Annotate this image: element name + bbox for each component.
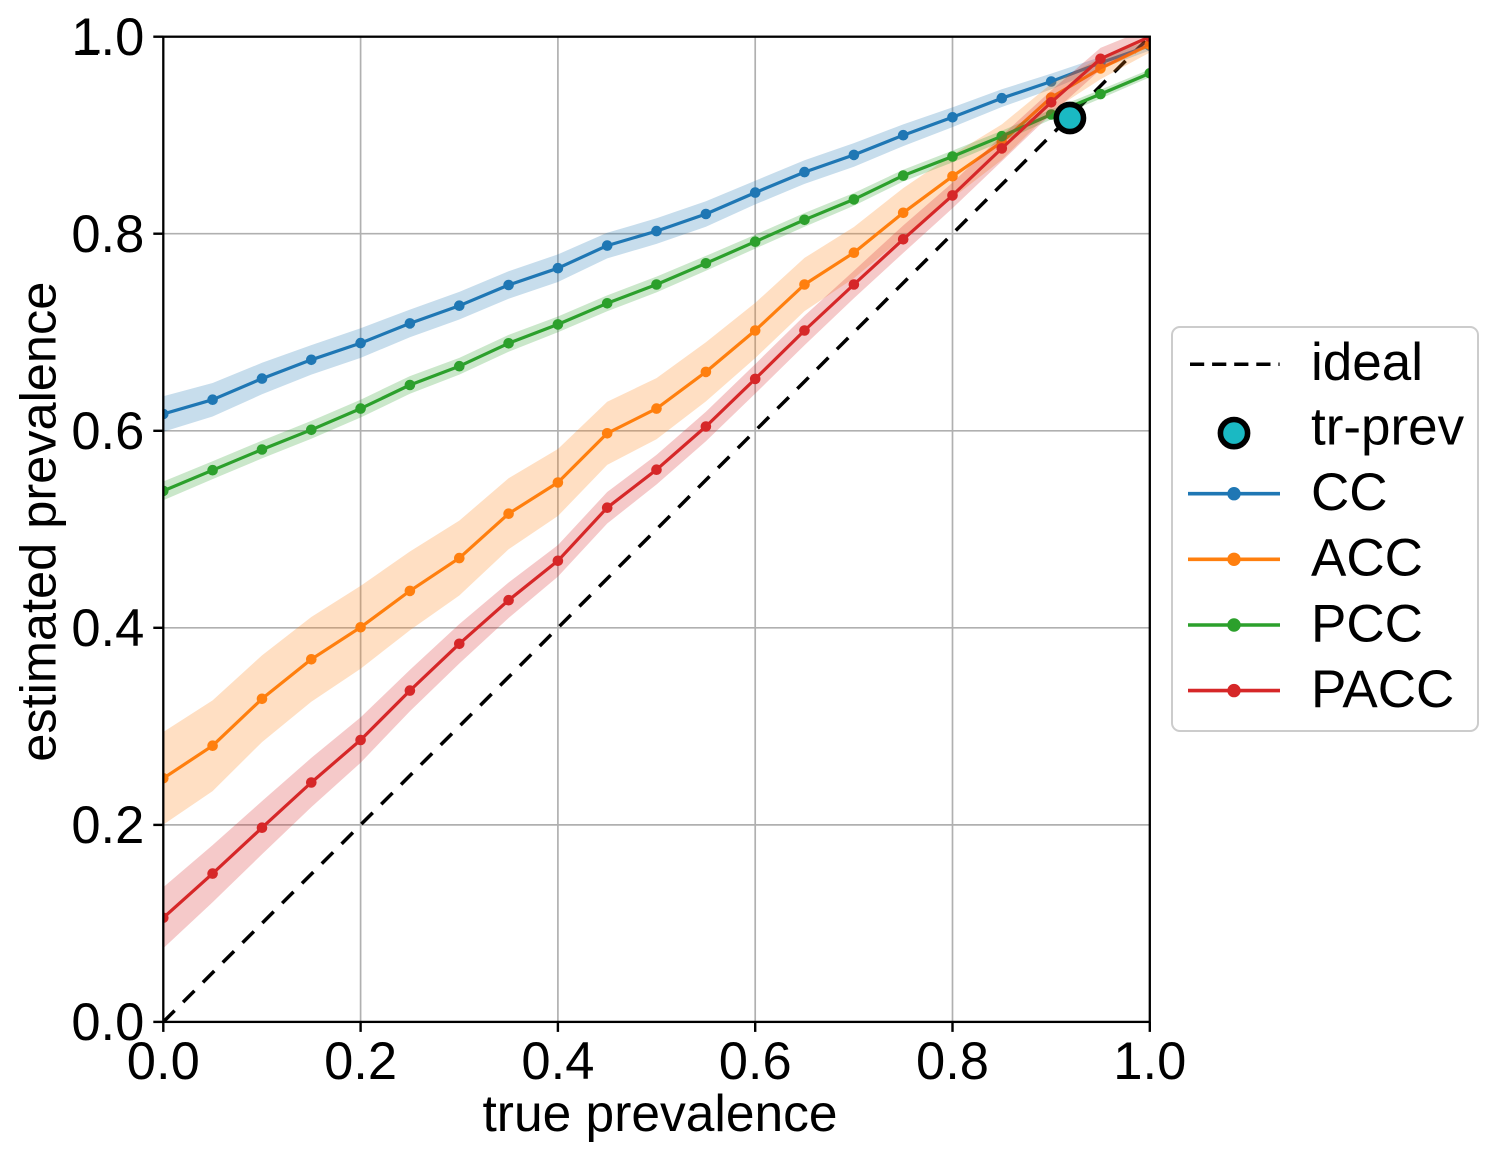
svg-text:0.0: 0.0 (127, 1032, 200, 1091)
svg-text:true prevalence: true prevalence (483, 1084, 838, 1142)
svg-text:estimated prevalence: estimated prevalence (10, 282, 67, 762)
svg-text:0.6: 0.6 (71, 402, 144, 461)
svg-text:1.0: 1.0 (1113, 1032, 1186, 1091)
svg-text:ideal: ideal (1311, 333, 1423, 392)
svg-text:0.8: 0.8 (916, 1032, 989, 1091)
svg-text:PACC: PACC (1311, 660, 1454, 719)
svg-text:0.8: 0.8 (71, 205, 144, 264)
svg-text:0.4: 0.4 (71, 599, 144, 658)
svg-text:PCC: PCC (1311, 594, 1423, 653)
svg-text:0.4: 0.4 (521, 1032, 594, 1091)
svg-text:tr-prev: tr-prev (1311, 397, 1465, 456)
svg-text:0.2: 0.2 (71, 796, 144, 855)
svg-text:CC: CC (1311, 463, 1388, 522)
svg-text:ACC: ACC (1311, 529, 1423, 588)
svg-text:0.0: 0.0 (71, 993, 144, 1052)
svg-text:0.6: 0.6 (719, 1032, 792, 1091)
svg-text:1.0: 1.0 (71, 8, 144, 67)
svg-text:0.2: 0.2 (324, 1032, 397, 1091)
